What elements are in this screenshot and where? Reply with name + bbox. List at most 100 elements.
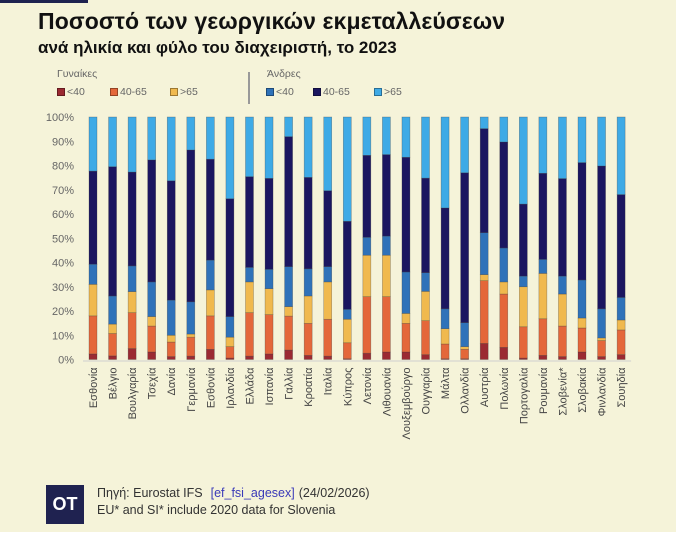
bar-segment bbox=[616, 319, 626, 331]
bar-stack bbox=[597, 116, 606, 360]
bar-segment bbox=[499, 281, 509, 295]
x-tick-label: Λετονία bbox=[362, 367, 374, 405]
bar-segment bbox=[245, 176, 254, 268]
x-tick-label: Λιθουανία bbox=[381, 367, 393, 416]
bar-segment bbox=[362, 236, 372, 256]
bar-segment bbox=[460, 349, 469, 360]
bar-segment bbox=[479, 280, 489, 344]
bar-stack bbox=[225, 116, 235, 360]
bar-segment bbox=[323, 281, 333, 320]
bar-segment bbox=[577, 317, 587, 329]
bar-stack bbox=[538, 116, 548, 360]
x-tick-label: Αυστρία bbox=[479, 367, 491, 407]
bar-segment bbox=[401, 351, 411, 360]
y-tick-label: 40% bbox=[52, 258, 74, 270]
bar-segment bbox=[499, 247, 509, 283]
x-tick-label: Ρουμανία bbox=[538, 367, 550, 414]
bar-stack bbox=[382, 116, 391, 360]
bar-segment bbox=[460, 346, 469, 350]
x-tick-label: Μάλτα bbox=[440, 367, 452, 399]
x-tick-label: Βέλγιο bbox=[108, 368, 120, 400]
x-tick-label: Γαλλία bbox=[284, 367, 296, 400]
legend-swatch bbox=[170, 88, 178, 96]
bar-segment bbox=[108, 355, 117, 360]
bar-segment bbox=[186, 336, 196, 357]
x-axis: Εσθονία Βέλγιο Βουλγαρία Τσεχία Δανία Γερμανί… bbox=[88, 367, 628, 440]
bar-stack bbox=[440, 116, 450, 360]
bar-segment bbox=[88, 353, 98, 360]
bar-segment bbox=[382, 116, 391, 155]
bar-segment bbox=[499, 141, 509, 249]
bar-segment bbox=[401, 116, 411, 158]
bar-segment bbox=[616, 354, 626, 360]
x-tick-label: Βουλγαρία bbox=[127, 367, 139, 420]
bar-segment bbox=[245, 116, 254, 177]
bar-stack bbox=[147, 116, 156, 360]
bar-stack bbox=[323, 116, 333, 360]
bar-stack bbox=[342, 116, 352, 360]
bar-segment bbox=[264, 353, 274, 360]
bar-stack bbox=[264, 116, 274, 360]
bar-segment bbox=[88, 170, 98, 265]
bar-segment bbox=[597, 308, 606, 339]
bar-segment bbox=[577, 116, 587, 163]
bar-segment bbox=[303, 295, 313, 324]
bar-segment bbox=[303, 177, 313, 270]
bar-segment bbox=[597, 337, 606, 341]
bar-segment bbox=[558, 116, 567, 179]
bar-segment bbox=[323, 190, 333, 267]
bar-segment bbox=[577, 351, 587, 360]
x-tick-label: Σουηδία bbox=[616, 367, 628, 408]
bar-segment bbox=[186, 333, 196, 338]
y-axis: 0% 10% 20% 30% 40% 50% 60% 70% 80% 90% 100% bbox=[46, 112, 74, 367]
legend-swatch bbox=[57, 88, 65, 96]
bar-stack bbox=[108, 116, 117, 360]
x-tick-label: Πορτογαλία bbox=[518, 367, 530, 424]
bar-segment bbox=[421, 116, 430, 179]
legend-women-under40: <40 bbox=[57, 86, 85, 98]
bar-segment bbox=[88, 263, 98, 285]
bar-segment bbox=[519, 116, 528, 205]
bar-segment bbox=[401, 156, 411, 273]
bar-segment bbox=[88, 315, 98, 355]
legend-swatch bbox=[110, 88, 118, 96]
chart-subtitle: ανά ηλικία και φύλο του διαχειριστή, το … bbox=[38, 38, 397, 57]
bar-segment bbox=[303, 323, 313, 356]
bar-segment bbox=[186, 355, 196, 360]
bar-segment bbox=[323, 318, 333, 357]
bar-segment bbox=[284, 136, 293, 267]
bar-stack bbox=[519, 116, 528, 360]
bar-segment bbox=[147, 351, 156, 360]
legend-label: 40-65 bbox=[120, 86, 147, 98]
bar-stack bbox=[284, 116, 293, 360]
bar-segment bbox=[166, 334, 176, 343]
bar-stack bbox=[245, 116, 254, 360]
bar-segment bbox=[245, 312, 254, 357]
bar-segment bbox=[538, 355, 548, 360]
bar-stack bbox=[166, 116, 176, 360]
bar-segment bbox=[538, 273, 548, 320]
bar-segment bbox=[440, 358, 450, 360]
bar-segment bbox=[440, 207, 450, 310]
bar-segment bbox=[108, 333, 117, 357]
bar-segment bbox=[323, 355, 333, 360]
legend-women-over65: >65 bbox=[170, 86, 198, 98]
bar-segment bbox=[108, 323, 117, 334]
bar-segment bbox=[460, 116, 469, 174]
bar-segment bbox=[342, 309, 352, 320]
bar-segment bbox=[519, 275, 528, 288]
x-tick-label: Ισπανία bbox=[264, 367, 276, 406]
y-tick-label: 10% bbox=[52, 330, 74, 342]
y-tick-label: 70% bbox=[52, 185, 74, 197]
bar-segment bbox=[382, 296, 391, 353]
bar-segment bbox=[147, 316, 156, 327]
source-dataset-link[interactable]: [ef_fsi_agesex] bbox=[210, 486, 295, 500]
bar-segment bbox=[616, 194, 626, 298]
bar-stack bbox=[127, 116, 137, 360]
bar-stack bbox=[577, 116, 587, 360]
x-tick-label: Φινλανδία bbox=[597, 367, 609, 416]
bar-segment bbox=[225, 336, 235, 347]
bar-segment bbox=[284, 266, 293, 307]
bar-stack bbox=[303, 116, 313, 360]
